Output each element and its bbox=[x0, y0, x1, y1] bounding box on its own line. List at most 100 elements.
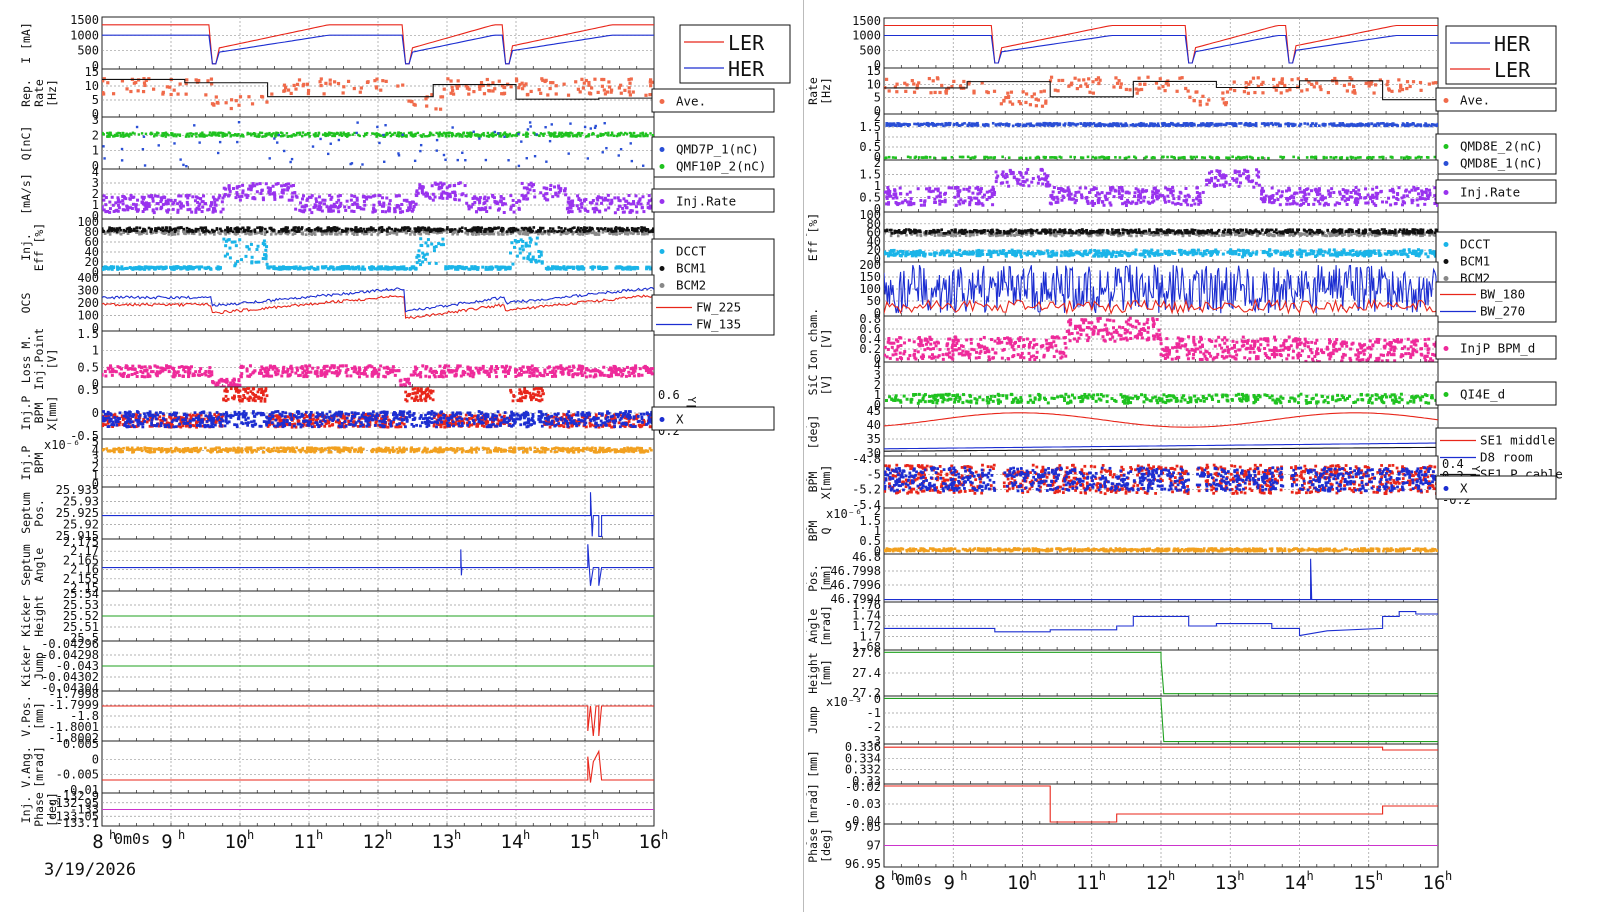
data-point bbox=[443, 366, 447, 370]
data-point bbox=[305, 415, 309, 418]
data-point bbox=[111, 370, 115, 374]
data-point bbox=[176, 226, 180, 230]
data-point bbox=[152, 230, 155, 233]
data-point bbox=[110, 373, 114, 377]
data-point bbox=[611, 231, 614, 235]
data-point bbox=[184, 82, 188, 86]
data-point bbox=[579, 371, 583, 375]
y-axis-label: [Hz] bbox=[45, 79, 59, 107]
data-point bbox=[519, 238, 523, 242]
data-point bbox=[550, 265, 554, 269]
data-point bbox=[512, 245, 516, 249]
data-point bbox=[619, 91, 623, 95]
data-point bbox=[445, 266, 449, 270]
data-point bbox=[548, 370, 552, 374]
data-point bbox=[347, 132, 350, 135]
data-point bbox=[421, 185, 425, 189]
data-point bbox=[425, 228, 428, 232]
data-point bbox=[425, 194, 429, 198]
data-point bbox=[577, 226, 580, 230]
data-point bbox=[407, 131, 411, 135]
data-point bbox=[575, 133, 579, 136]
data-point bbox=[344, 265, 348, 269]
data-point bbox=[613, 231, 617, 235]
data-point bbox=[451, 92, 456, 96]
data-point bbox=[188, 421, 192, 425]
data-point bbox=[297, 228, 300, 232]
data-point bbox=[151, 199, 155, 203]
data-point bbox=[383, 267, 387, 271]
data-point bbox=[178, 204, 182, 208]
data-point bbox=[436, 228, 440, 232]
data-point bbox=[420, 187, 424, 191]
data-point bbox=[430, 242, 434, 246]
data-point bbox=[524, 194, 528, 198]
data-point bbox=[612, 413, 616, 417]
data-point bbox=[614, 228, 618, 232]
data-point bbox=[185, 226, 189, 230]
data-point bbox=[143, 265, 147, 269]
data-point bbox=[509, 390, 513, 394]
data-point bbox=[601, 198, 605, 202]
data-point bbox=[454, 134, 457, 138]
data-point bbox=[551, 195, 555, 199]
data-point bbox=[303, 133, 307, 137]
data-point bbox=[208, 133, 211, 137]
data-point bbox=[602, 77, 606, 82]
data-point bbox=[609, 88, 614, 92]
data-point bbox=[337, 138, 341, 142]
data-point bbox=[520, 392, 524, 396]
data-point bbox=[336, 81, 341, 86]
data-point bbox=[424, 365, 428, 369]
data-point bbox=[279, 131, 283, 134]
data-point bbox=[559, 233, 563, 236]
data-point bbox=[178, 133, 182, 136]
data-point bbox=[508, 266, 512, 270]
y-tick-label: 0 bbox=[92, 265, 99, 279]
data-point bbox=[567, 365, 571, 369]
data-point bbox=[196, 200, 200, 204]
data-point bbox=[236, 140, 239, 144]
data-point bbox=[390, 266, 394, 270]
data-point bbox=[520, 244, 524, 248]
data-point bbox=[237, 121, 241, 124]
data-point bbox=[115, 227, 119, 230]
data-point bbox=[286, 88, 291, 92]
data-point bbox=[568, 228, 572, 232]
data-point bbox=[422, 192, 426, 196]
data-point bbox=[450, 228, 454, 231]
data-point bbox=[617, 198, 621, 202]
data-point bbox=[289, 364, 293, 368]
data-point bbox=[472, 130, 475, 133]
data-point bbox=[293, 191, 297, 195]
data-point bbox=[519, 397, 522, 401]
data-point bbox=[487, 226, 491, 230]
data-point bbox=[397, 131, 400, 134]
data-point bbox=[480, 206, 484, 210]
data-point bbox=[574, 80, 578, 84]
data-point bbox=[253, 197, 257, 201]
data-point bbox=[630, 159, 634, 163]
data-point bbox=[444, 135, 448, 138]
data-point bbox=[449, 229, 453, 233]
data-point bbox=[543, 196, 547, 200]
data-point bbox=[145, 266, 149, 270]
data-point bbox=[150, 194, 154, 198]
data-point bbox=[144, 205, 148, 209]
data-point bbox=[496, 231, 500, 235]
data-point bbox=[524, 226, 528, 230]
data-point bbox=[437, 375, 441, 379]
data-point bbox=[129, 194, 133, 198]
data-point bbox=[159, 228, 163, 232]
data-point bbox=[493, 87, 497, 91]
data-point bbox=[562, 267, 566, 271]
data-point bbox=[446, 193, 450, 197]
data-point bbox=[161, 226, 165, 230]
data-point bbox=[509, 232, 513, 235]
data-point bbox=[408, 381, 412, 385]
data-point bbox=[516, 373, 520, 377]
data-point bbox=[335, 266, 339, 270]
data-point bbox=[273, 197, 277, 201]
data-point bbox=[565, 266, 569, 270]
data-point bbox=[377, 228, 381, 231]
